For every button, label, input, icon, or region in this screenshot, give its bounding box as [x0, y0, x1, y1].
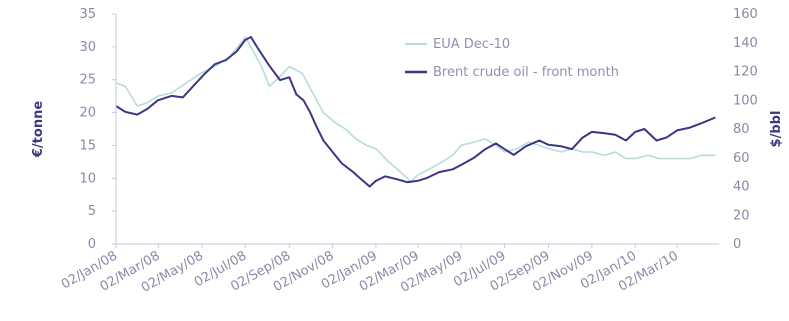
- right-tick-label: 40: [733, 180, 750, 195]
- left-tick-label: 10: [79, 171, 96, 186]
- axes: 0510152025303502040608010012014016002/Ja…: [31, 7, 784, 296]
- right-tick-label: 60: [733, 151, 750, 166]
- left-axis-title: €/tonne: [31, 101, 46, 158]
- left-tick-label: 0: [88, 237, 96, 252]
- legend-label: Brent crude oil - front month: [433, 65, 619, 80]
- series-lines: [115, 36, 716, 188]
- left-tick-label: 20: [79, 106, 96, 121]
- legend-label: EUA Dec-10: [433, 37, 510, 52]
- left-tick-label: 30: [79, 40, 96, 55]
- right-tick-label: 80: [733, 122, 750, 137]
- right-tick-label: 0: [733, 237, 741, 252]
- right-tick-label: 20: [733, 208, 750, 223]
- right-tick-label: 120: [733, 65, 758, 80]
- left-tick-label: 5: [88, 204, 96, 219]
- right-tick-label: 140: [733, 36, 758, 51]
- left-tick-label: 15: [79, 138, 96, 153]
- right-axis-title: $/bbl: [769, 111, 784, 148]
- series-line-eua-dec-10: [115, 36, 716, 183]
- right-tick-label: 100: [733, 93, 758, 108]
- legend: EUA Dec-10 Brent crude oil - front month: [405, 37, 619, 80]
- left-tick-label: 25: [79, 73, 96, 88]
- series-line-brent-crude: [115, 36, 716, 188]
- right-tick-label: 160: [733, 7, 758, 22]
- left-tick-label: 35: [79, 7, 96, 22]
